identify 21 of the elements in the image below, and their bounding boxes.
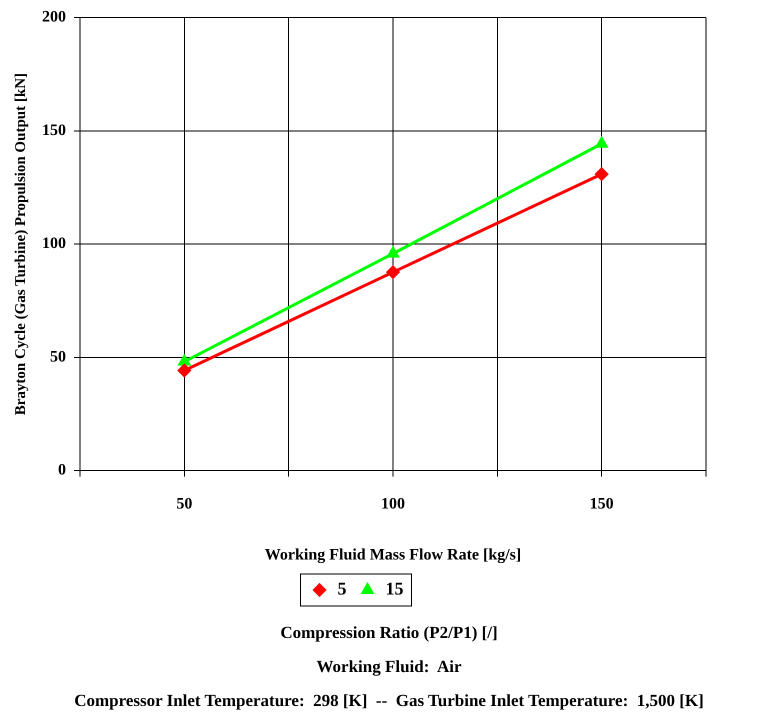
- y-axis-title: Brayton Cycle (Gas Turbine) Propulsion Output [kN]: [12, 72, 29, 416]
- legend-label: 5: [338, 578, 346, 599]
- legend-label: 15: [386, 578, 404, 599]
- x-tick-label: 50: [176, 495, 192, 512]
- y-tick-label: 50: [50, 348, 66, 366]
- y-tick-label: 200: [42, 8, 66, 26]
- x-axis-title: Working Fluid Mass Flow Rate [kg/s]: [264, 546, 522, 564]
- text: Compressor Inlet Temperature: 298 [K] -- Gas Turbine Inlet Temperature: 1,500 [K]: [73, 691, 705, 711]
- point: [387, 247, 399, 258]
- y-tick-label: 150: [42, 122, 66, 139]
- point: [595, 168, 608, 181]
- legend-title: Compression Ratio (P2/P1) [/]: [279, 623, 499, 643]
- y-tick-label: 100: [42, 235, 66, 252]
- x-tick-label: 100: [381, 495, 405, 512]
- point: [178, 355, 190, 366]
- point: [386, 266, 400, 279]
- x-tick-label: 150: [590, 495, 614, 512]
- y-tick-label: 0: [58, 462, 66, 479]
- point: [178, 364, 191, 377]
- point: [596, 137, 608, 148]
- text: Working Fluid: Air: [316, 657, 462, 677]
